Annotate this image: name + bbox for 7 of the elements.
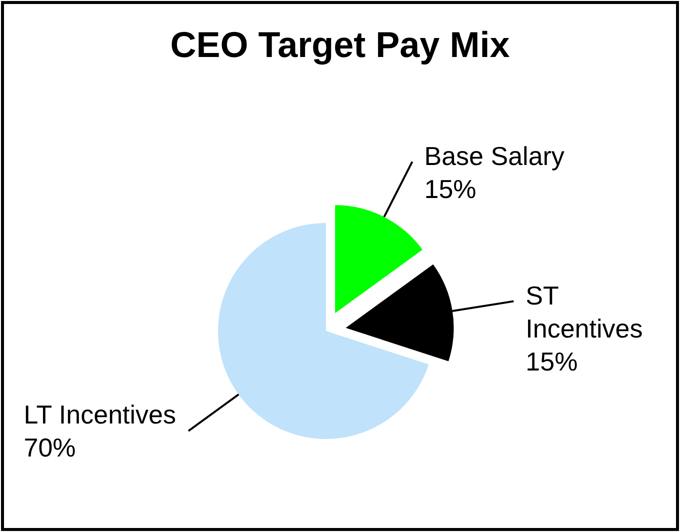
- slice-label: Base Salary: [424, 140, 564, 171]
- data-label: 15%: [526, 346, 578, 376]
- data-label: 70%: [24, 432, 76, 463]
- chart-title: CEO Target Pay Mix: [169, 24, 511, 66]
- legend-label: ST Incentives: [526, 280, 643, 344]
- slice-label: LT Incentives: [24, 400, 176, 430]
- data-label: 15%: [424, 174, 476, 204]
